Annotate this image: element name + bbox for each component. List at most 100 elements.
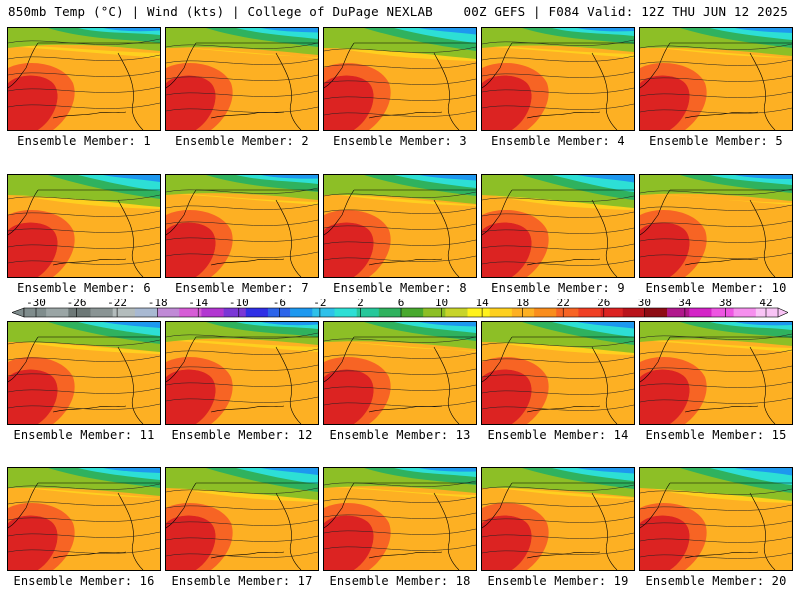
height-contour [166,396,318,403]
height-contour [482,227,634,234]
southeast-zone [720,83,792,130]
hot-core [640,369,690,424]
height-contour [482,388,634,395]
height-contour [640,204,792,211]
hot-core [8,222,58,277]
coldest-band [735,175,792,179]
southeast-zone [246,523,318,570]
southeast-zone [88,83,160,130]
ensemble-map-panel [323,321,477,425]
height-contour [482,103,634,110]
ensemble-map-panel [639,321,793,425]
coldest-band [103,28,160,32]
colorbar-swatch [534,308,557,317]
coastline-west [166,189,197,236]
hot-core [640,210,707,277]
coastline-west [8,336,39,383]
ensemble-member-label: Ensemble Member: 1 [17,134,151,148]
gulf-coast [368,111,443,119]
height-contour [8,54,160,61]
height-contour [640,349,792,356]
coastline-east [591,52,618,130]
gulf-coast [52,111,127,119]
height-contour [640,488,792,495]
gulf-coast [526,405,601,413]
height-contour [324,336,476,343]
height-contour [482,484,634,491]
coldest-band [577,468,634,474]
colorbar-swatch [489,308,513,317]
coastline-west [482,482,513,529]
coastline-east [275,199,302,277]
colorbar-tick-label: 38 [719,299,732,309]
gulf-coast [210,405,285,413]
height-contour [324,528,476,535]
temperature-map [166,468,318,570]
hot-core [166,210,233,277]
colorbar-tick-label: 2 [357,299,364,309]
height-contour [324,384,476,391]
colorbar-tick-label: -18 [148,299,168,309]
coastline-west [640,336,671,383]
height-contour [166,487,318,494]
southeast-zone [562,377,634,424]
southeast-zone [562,83,634,130]
ensemble-map-panel [7,321,161,425]
temperature-map [324,468,476,570]
hot-core [8,357,75,424]
height-contour [482,340,634,347]
coastline-west [166,336,197,383]
colorbar-swatch [201,308,224,317]
ensemble-map-panel [639,467,793,571]
ensemble-member-label: Ensemble Member: 17 [171,574,313,588]
colorbar-swatch [733,308,757,317]
ensemble-member-label: Ensemble Member: 5 [649,134,783,148]
colorbar-swatch [578,308,601,317]
height-contour [8,226,160,233]
ensemble-map-panel [323,174,477,278]
colorbar-tick-label: 42 [759,299,772,309]
height-contour [482,243,634,250]
hot-core [166,503,233,570]
height-contour [482,71,634,78]
coastline-east [433,52,460,130]
height-contour [8,483,160,490]
colorbar-swatch [290,308,313,317]
height-contour [324,46,476,53]
height-contour [166,503,318,510]
colorbar-low-arrow [12,307,25,318]
temperature-map [8,322,160,424]
southeast-zone [720,230,792,277]
colorbar-tick-label: 14 [475,299,489,309]
height-contour [8,531,160,538]
ensemble-member-label: Ensemble Member: 3 [333,134,467,148]
height-contour [8,371,160,378]
height-contour [324,78,476,85]
height-contour [324,62,476,69]
colorbar-swatch [378,308,402,317]
hot-core [640,515,690,570]
ensemble-map-panel [323,467,477,571]
ensemble-member-label: Ensemble Member: 9 [491,281,625,295]
gulf-coast [210,111,285,119]
colorbar-tick-label: 6 [398,299,405,309]
ensemble-map-panel [481,467,635,571]
hot-core [482,357,549,424]
gulf-coast [368,405,443,413]
hot-core [482,75,532,130]
temperature-map [8,28,160,130]
southeast-zone [246,83,318,130]
height-contour [324,512,476,519]
colorbar-swatch [755,308,779,317]
height-contour [640,43,792,50]
hot-core [324,515,374,570]
ensemble-map-panel [165,321,319,425]
height-contour [166,74,318,81]
ensemble-map-panel [639,174,793,278]
southeast-zone [246,377,318,424]
colorbar-swatch [312,308,335,317]
colorbar-swatch [423,308,446,317]
colorbar-swatch [24,308,47,317]
height-contour [640,381,792,388]
southeast-zone [88,377,160,424]
